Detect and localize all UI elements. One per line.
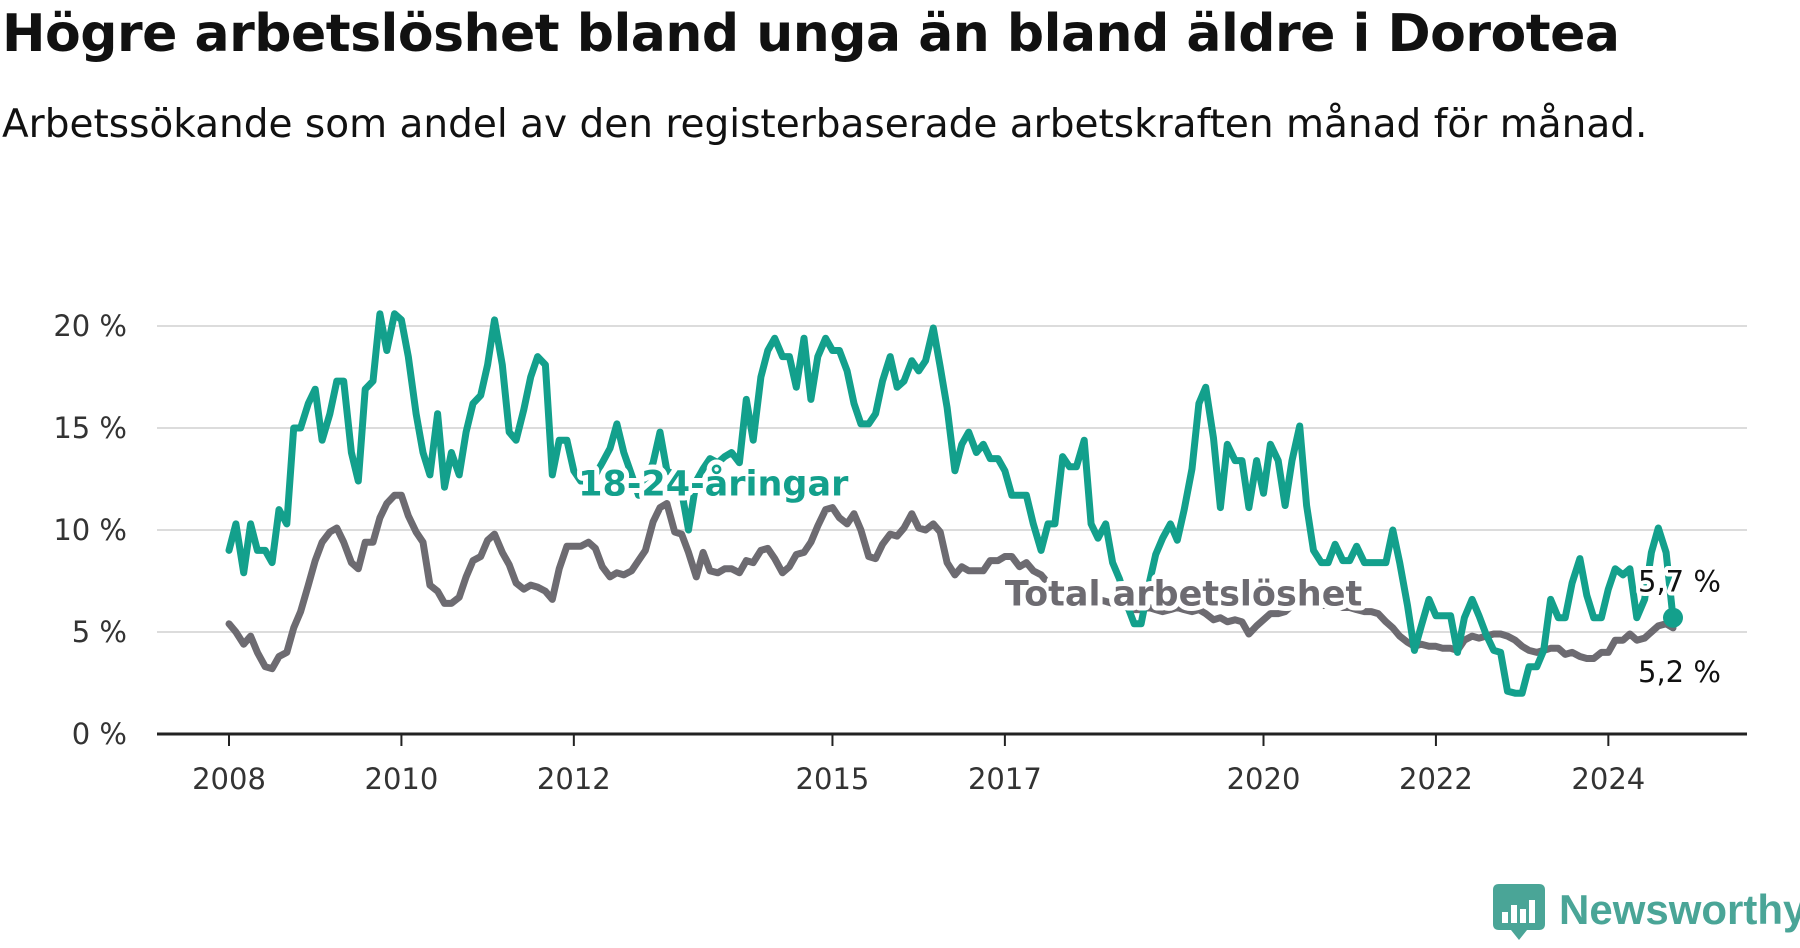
end-value-label: 5,2 % bbox=[1638, 655, 1721, 689]
x-tick-label: 2012 bbox=[537, 762, 611, 796]
y-tick-label: 5 % bbox=[72, 615, 127, 649]
y-tick-label: 10 % bbox=[53, 513, 127, 547]
x-tick-label: 2017 bbox=[968, 762, 1042, 796]
gridlines bbox=[157, 325, 1747, 633]
x-tick-label: 2022 bbox=[1399, 762, 1473, 796]
series-name-label: 18-24-åringar bbox=[578, 463, 849, 504]
axes: 0 % 5 % 10 % 15 % 20 % 2008 2010 2012 2015 2017 20… bbox=[53, 309, 1747, 796]
y-tick-label: 20 % bbox=[53, 309, 127, 343]
series-lines bbox=[225, 310, 1683, 697]
y-tick-label: 0 % bbox=[72, 717, 127, 751]
chart-title: Högre arbetslöshet bland unga än bland ä… bbox=[2, 4, 1620, 64]
brand-name: Newsworthy bbox=[1559, 886, 1800, 933]
x-tick-label: 2008 bbox=[192, 762, 266, 796]
x-tick-label: 2015 bbox=[796, 762, 870, 796]
series-labels: 5,7 % 5,2 % 18-24-åringar Total arbetslöshe… bbox=[573, 458, 1725, 693]
series-line bbox=[225, 310, 1677, 697]
x-tick-label: 2020 bbox=[1227, 762, 1301, 796]
chart-subtitle: Arbetssökande som andel av den registerb… bbox=[2, 102, 1648, 147]
y-tick-label: 15 % bbox=[53, 411, 127, 445]
end-value-label: 5,7 % bbox=[1638, 565, 1721, 599]
series-line bbox=[225, 491, 1677, 673]
x-tick-label: 2010 bbox=[365, 762, 439, 796]
series-end-marker bbox=[1663, 607, 1683, 628]
newsworthy-logo-icon bbox=[1493, 884, 1545, 940]
series-name-label: Total arbetslöshet bbox=[1005, 574, 1362, 614]
x-tick-label: 2024 bbox=[1571, 762, 1645, 796]
